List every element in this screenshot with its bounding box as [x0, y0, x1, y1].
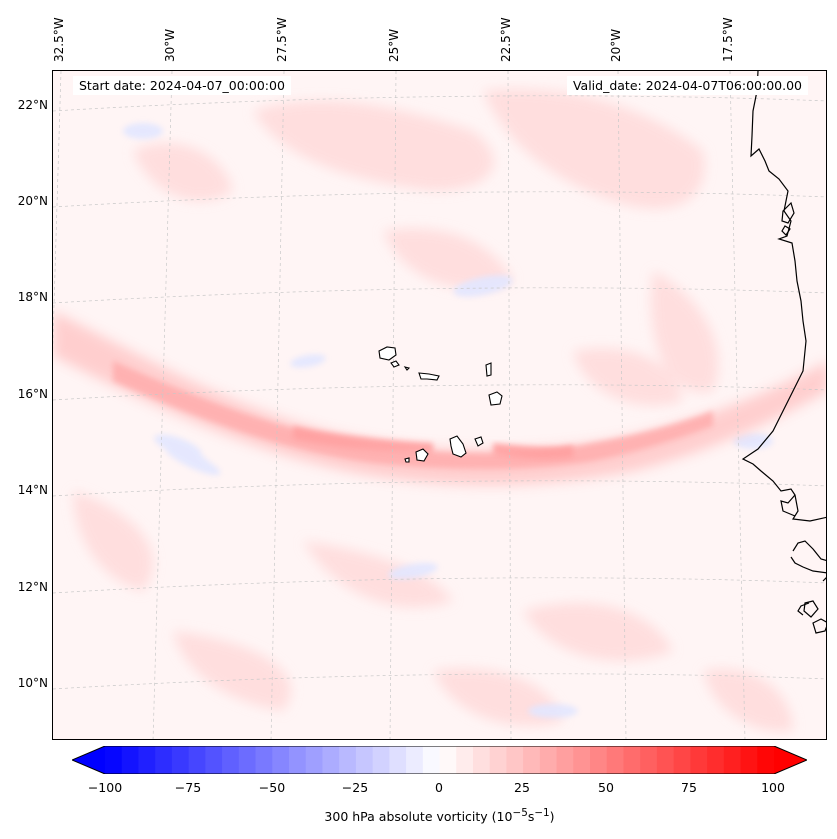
lat-label-20n: 20°N	[17, 194, 48, 208]
colorbar-segment	[590, 746, 608, 774]
start-date-label: Start date: 2024-04-07_00:00:00	[73, 76, 291, 95]
colorbar-segment	[539, 746, 558, 774]
colorbar-tick-50: 50	[598, 780, 614, 795]
vorticity-band	[53, 311, 826, 486]
lat-label-16n: 16°N	[17, 387, 48, 401]
colorbar-segment	[339, 746, 357, 774]
colorbar-segment	[222, 746, 240, 774]
lat-label-12n: 12°N	[17, 580, 48, 594]
colorbar-segment	[472, 746, 491, 774]
colorbar-extend-high	[774, 746, 807, 774]
colorbar-segment	[506, 746, 524, 774]
colorbar-segment	[171, 746, 190, 774]
colorbar-segment	[640, 746, 658, 774]
colorbar-segment	[255, 746, 273, 774]
island-brava	[404, 457, 410, 463]
colorbar	[72, 746, 807, 774]
colorbar-segment	[439, 746, 457, 774]
lon-label-25w: 25°W	[387, 28, 401, 62]
colorbar-segment	[138, 746, 156, 774]
island-fogo	[415, 448, 429, 462]
colorbar-segment	[305, 746, 324, 774]
colorbar-gradient	[72, 746, 807, 774]
colorbar-segment	[707, 746, 725, 774]
colorbar-label: 300 hPa absolute vorticity (10−5s−1)	[324, 807, 555, 825]
colorbar-segment	[272, 746, 290, 774]
lon-label-27-5w: 27.5°W	[275, 17, 289, 62]
island-boa-vista	[488, 391, 503, 406]
island-maio	[474, 436, 484, 447]
lat-label-10n: 10°N	[17, 676, 48, 690]
island-santiago	[449, 435, 467, 458]
map-frame[interactable]: Start date: 2024-04-07_00:00:00 Valid_da…	[52, 70, 827, 740]
vorticity-weak-negative	[123, 123, 773, 718]
colorbar-segment	[673, 746, 691, 774]
colorbar-segment	[105, 746, 123, 774]
colorbar-segment	[723, 746, 742, 774]
valid-date-label: Valid_date: 2024-04-07T06:00:00.00	[566, 76, 808, 95]
colorbar-segment	[188, 746, 206, 774]
colorbar-segment	[288, 746, 307, 774]
lon-label-22-5w: 22.5°W	[499, 17, 513, 62]
colorbar-tick-100: 100	[761, 780, 785, 795]
colorbar-segment	[690, 746, 708, 774]
lon-label-32-5w: 32.5°W	[52, 17, 66, 62]
colorbar-tick-neg50: −50	[258, 780, 286, 795]
colorbar-segment	[606, 746, 625, 774]
colorbar-segment	[573, 746, 591, 774]
colorbar-segment	[372, 746, 390, 774]
colorbar-segment	[389, 746, 407, 774]
cape-verde-islands	[378, 346, 503, 463]
vorticity-map	[53, 71, 826, 739]
colorbar-segment	[422, 746, 441, 774]
lon-label-30w: 30°W	[163, 28, 177, 62]
colorbar-segment	[155, 746, 173, 774]
colorbar-extend-low	[72, 746, 105, 774]
island-sao-vicente	[390, 360, 400, 368]
graticule	[53, 71, 826, 739]
colorbar-segment	[489, 746, 508, 774]
colorbar-tick-neg25: −25	[341, 780, 369, 795]
colorbar-segment	[740, 746, 758, 774]
colorbar-segment	[456, 746, 474, 774]
colorbar-segment	[355, 746, 374, 774]
colorbar-tick-75: 75	[681, 780, 697, 795]
island-sao-nicolau	[418, 372, 440, 381]
west-africa-coastline	[741, 71, 826, 634]
colorbar-tick-25: 25	[514, 780, 530, 795]
island-santa-luzia	[403, 366, 411, 371]
colorbar-tick-neg100: −100	[87, 780, 123, 795]
colorbar-segment	[406, 746, 424, 774]
colorbar-segment	[556, 746, 574, 774]
colorbar-segment	[656, 746, 675, 774]
colorbar-segment	[757, 746, 775, 774]
lat-label-14n: 14°N	[17, 483, 48, 497]
lat-label-18n: 18°N	[17, 290, 48, 304]
colorbar-tick-neg75: −75	[174, 780, 202, 795]
lon-label-17-5w: 17.5°W	[721, 17, 735, 62]
colorbar-segment	[205, 746, 223, 774]
colorbar-segment	[523, 746, 541, 774]
colorbar-tick-0: 0	[435, 780, 443, 795]
colorbar-segment	[322, 746, 340, 774]
lon-label-20w: 20°W	[609, 28, 623, 62]
colorbar-segment	[623, 746, 641, 774]
vorticity-weak-positive	[73, 89, 793, 732]
island-santo-antao	[378, 346, 397, 361]
lat-label-22n: 22°N	[17, 98, 48, 112]
colorbar-segment	[121, 746, 140, 774]
colorbar-segment	[238, 746, 257, 774]
island-sal	[485, 362, 492, 377]
